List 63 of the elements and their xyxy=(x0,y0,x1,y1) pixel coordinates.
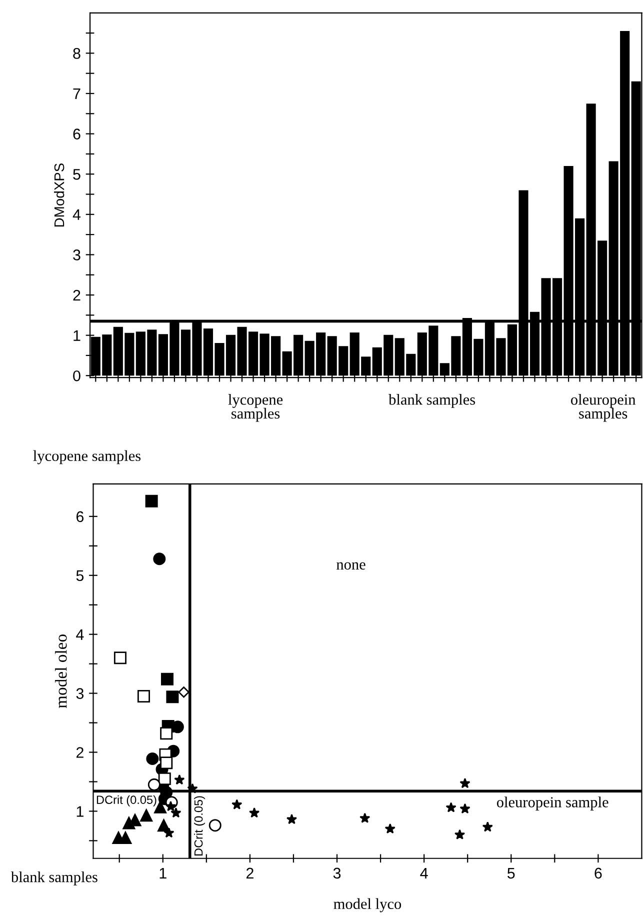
point xyxy=(360,812,370,823)
point xyxy=(114,652,126,664)
text: oleuropein samples xyxy=(571,394,636,422)
y-tick-label: 6 xyxy=(76,511,84,522)
point xyxy=(160,756,173,770)
point xyxy=(165,800,176,812)
text: lycopene samples xyxy=(228,394,283,422)
point xyxy=(160,672,174,686)
ref-line-label: DCrit (0.05) xyxy=(194,796,206,856)
point xyxy=(145,494,158,508)
text: blank samples xyxy=(10,871,98,886)
y-axis-title: DModXPS xyxy=(54,163,64,227)
point xyxy=(232,799,242,810)
annotation: oleuropein sample xyxy=(496,796,608,810)
y-axis-title: model oleo xyxy=(55,634,67,708)
y-tick-label: 7 xyxy=(73,88,80,100)
ref-line-label: DCrit (0.05) xyxy=(96,795,156,806)
y-tick-label: 1 xyxy=(76,806,84,817)
point xyxy=(187,783,198,794)
x-tick-label: 2 xyxy=(246,868,254,878)
point xyxy=(170,807,182,818)
x-tick-label: 6 xyxy=(594,868,602,879)
point xyxy=(178,686,190,698)
x-tick-label: 3 xyxy=(333,868,341,879)
point xyxy=(482,822,493,832)
x-tick-label: 4 xyxy=(420,868,428,878)
y-tick-label: 4 xyxy=(76,629,84,640)
point xyxy=(166,690,179,704)
x-tick-label: 1 xyxy=(160,868,166,878)
point xyxy=(454,829,466,840)
point xyxy=(208,819,222,832)
y-tick-label: 2 xyxy=(76,747,84,758)
y-tick-label: 3 xyxy=(76,688,84,699)
y-tick-label: 0 xyxy=(73,370,80,382)
point xyxy=(446,802,456,812)
y-tick-label: 3 xyxy=(73,250,80,260)
point xyxy=(460,778,470,788)
point xyxy=(460,803,470,814)
x-tick-label: 5 xyxy=(507,868,515,879)
y-tick-label: 4 xyxy=(72,209,81,220)
point xyxy=(137,690,150,702)
y-tick-label: 2 xyxy=(73,290,80,301)
y-tick-label: 1 xyxy=(74,330,80,341)
y-tick-label: 6 xyxy=(73,128,80,140)
point xyxy=(164,827,174,838)
point xyxy=(158,772,171,786)
text: blank samples xyxy=(388,394,476,408)
annotation: none xyxy=(336,562,366,570)
point xyxy=(286,814,298,824)
point xyxy=(146,752,159,765)
point xyxy=(174,774,185,785)
point xyxy=(158,819,170,832)
y-tick-label: 8 xyxy=(73,48,80,59)
point xyxy=(148,778,160,791)
text: lycopene samples xyxy=(33,450,141,464)
point xyxy=(140,809,153,822)
point xyxy=(160,727,173,740)
y-tick-label: 5 xyxy=(76,570,84,582)
point xyxy=(153,552,166,566)
y-tick-label: 5 xyxy=(73,169,80,180)
x-axis-title: model lyco xyxy=(334,898,402,912)
point xyxy=(384,823,396,834)
point xyxy=(248,807,260,818)
